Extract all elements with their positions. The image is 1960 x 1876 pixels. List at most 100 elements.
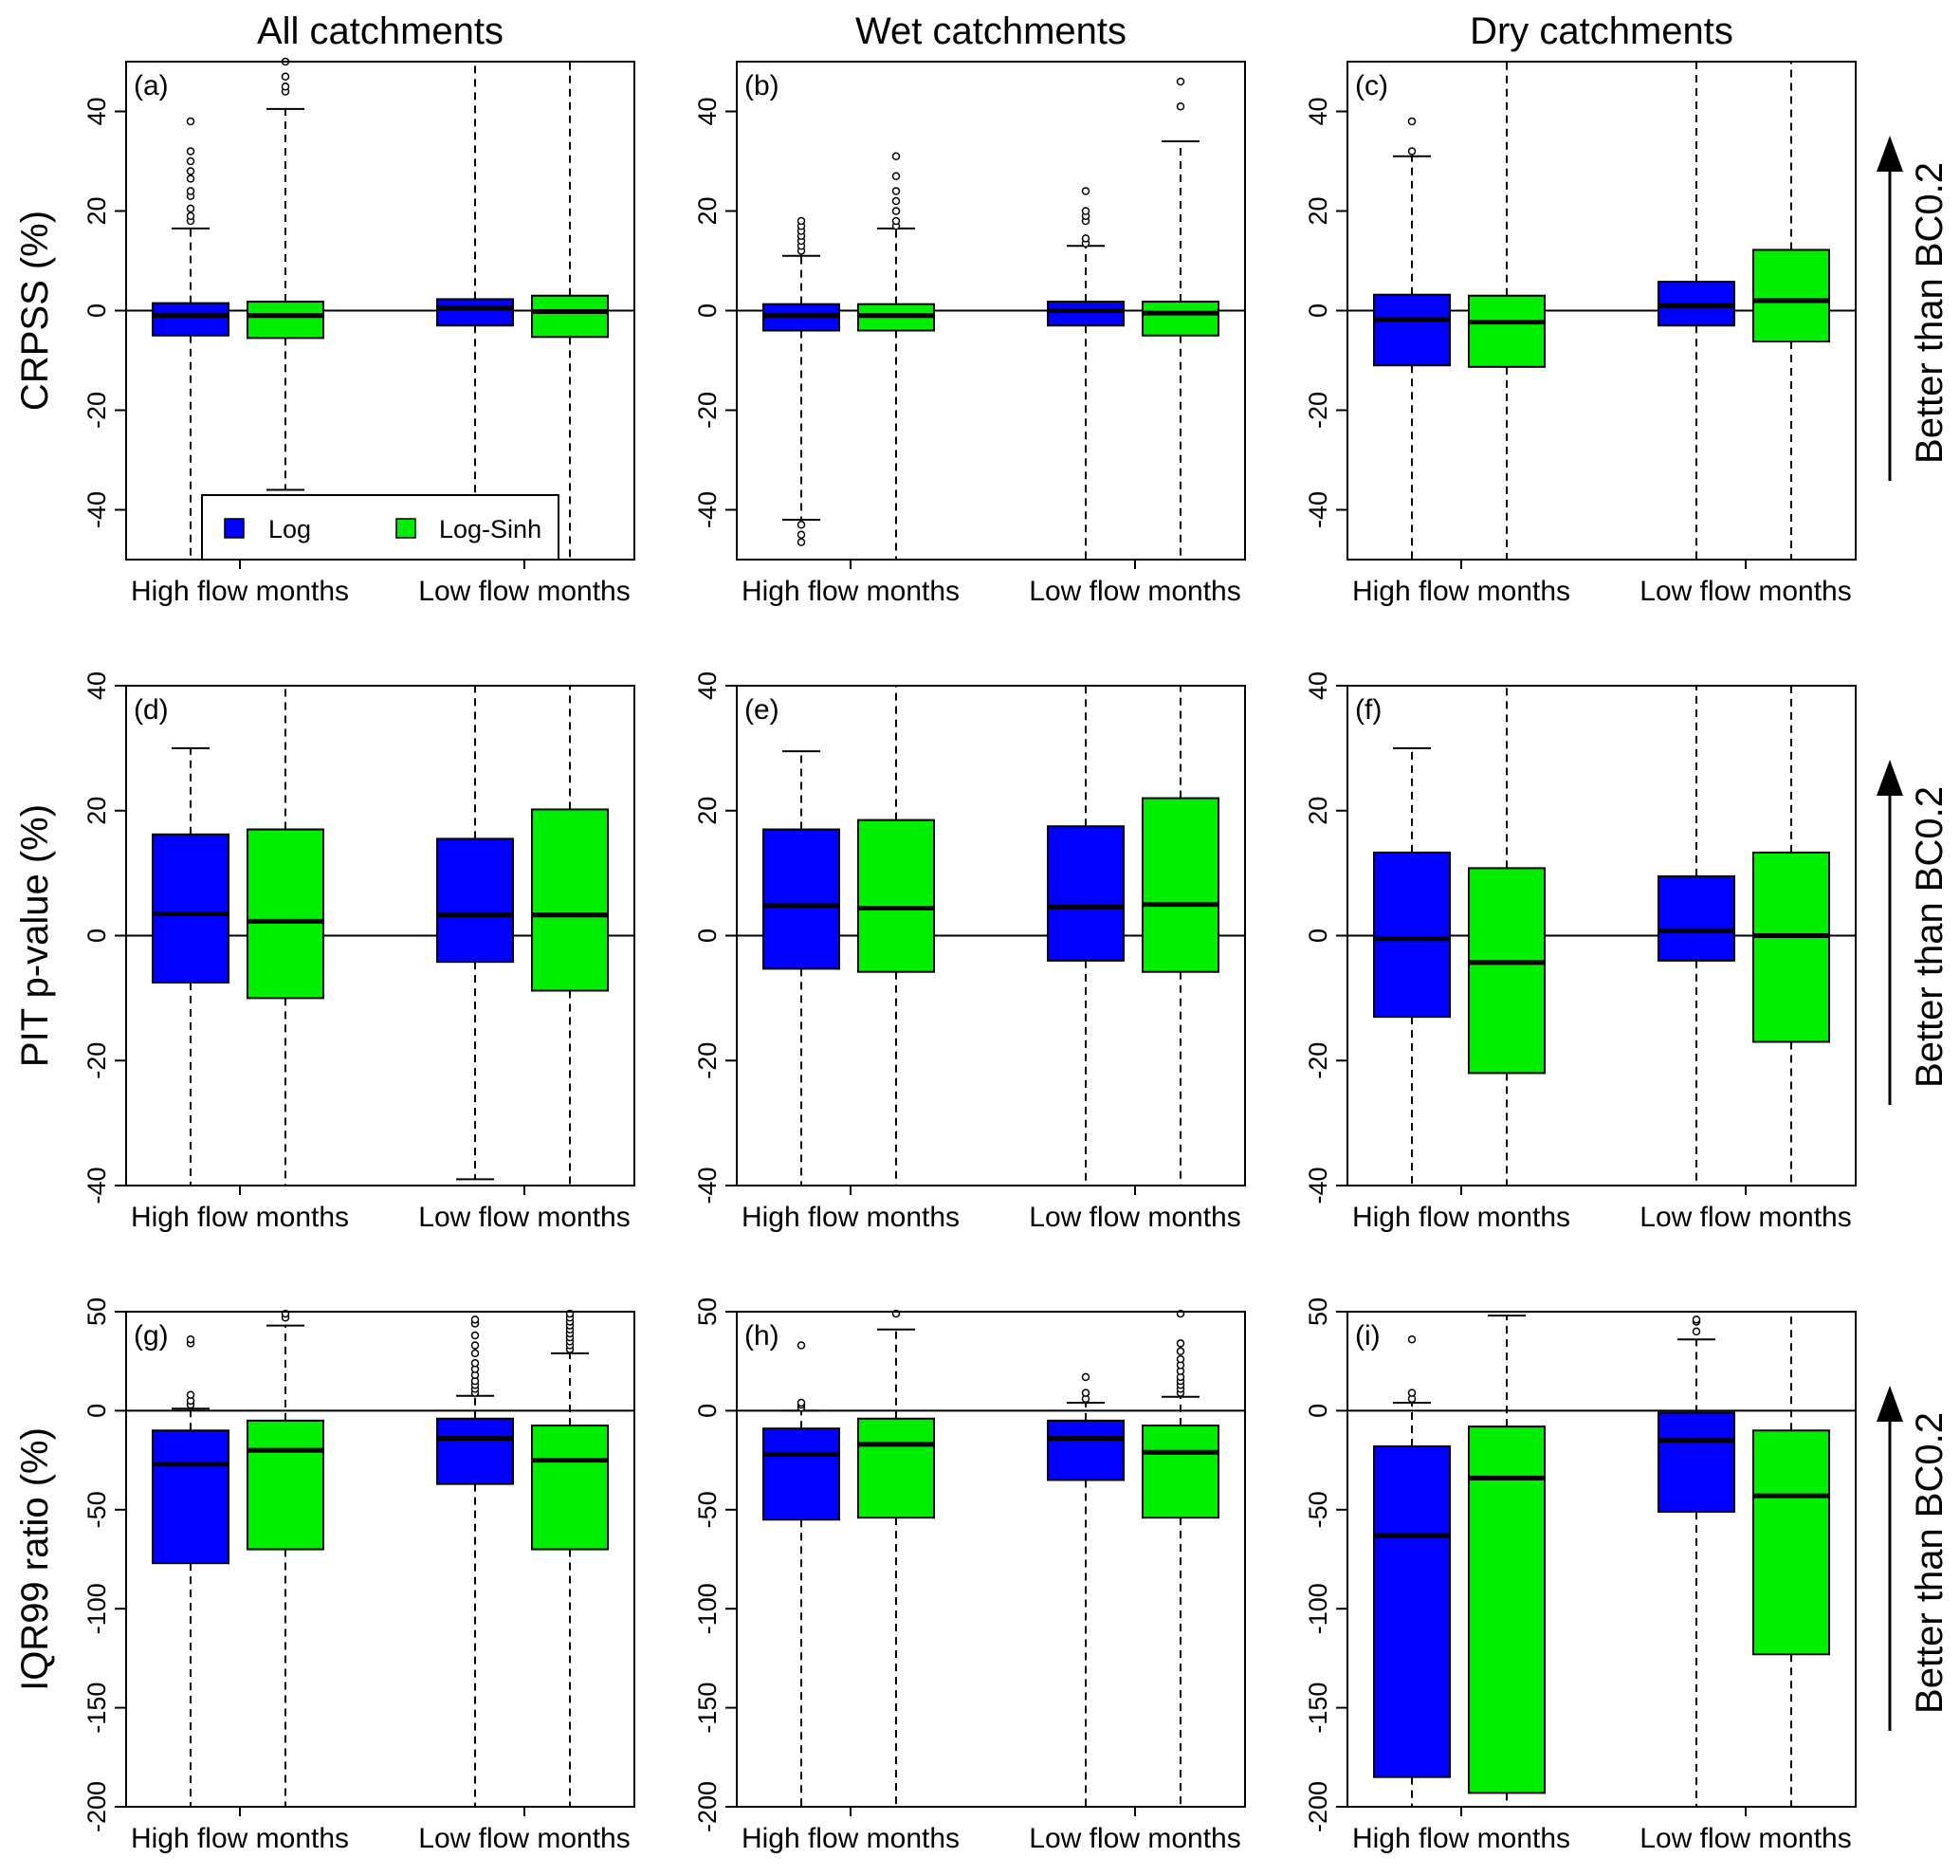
plot-frame xyxy=(125,1311,635,1808)
box-log-sinh xyxy=(1142,77,1219,560)
box-log-sinh xyxy=(1752,62,1830,560)
outlier-point xyxy=(1176,1347,1185,1356)
y-tick-label: 0 xyxy=(693,1404,722,1418)
box-log xyxy=(1658,1315,1735,1807)
x-tick-label: Low flow months xyxy=(1639,1823,1851,1854)
box-log-sinh xyxy=(247,686,324,1186)
box-log xyxy=(1047,1372,1125,1807)
outlier-point xyxy=(470,1315,480,1324)
y-tick-label: -20 xyxy=(82,1042,111,1079)
legend-swatch-log xyxy=(224,518,245,539)
y-tick-label: -50 xyxy=(82,1491,111,1528)
y-tick-label: -100 xyxy=(693,1583,722,1634)
box-body xyxy=(247,301,324,340)
box-body xyxy=(1373,1444,1451,1778)
arrow-head xyxy=(1877,1386,1903,1422)
y-tick-label: -40 xyxy=(693,491,722,528)
outlier-point xyxy=(891,152,901,160)
x-tick-label: Low flow months xyxy=(418,576,630,607)
panel-label: (a) xyxy=(134,70,169,101)
x-tick-label: High flow months xyxy=(1352,1823,1570,1854)
outlier-point xyxy=(186,1334,195,1344)
better-annotation: Better than BC0.2 xyxy=(1877,760,1951,1105)
box-log xyxy=(762,1341,840,1807)
column-title: All catchments xyxy=(257,10,504,52)
box-body xyxy=(152,833,229,984)
box-body xyxy=(152,1429,229,1565)
outlier-point xyxy=(797,538,806,546)
y-tick-label: 0 xyxy=(1304,303,1332,318)
outlier-point xyxy=(891,196,901,206)
y-tick-label: -20 xyxy=(693,392,722,429)
y-tick-label: -20 xyxy=(82,392,111,429)
y-tick-label: -200 xyxy=(1304,1781,1332,1832)
outlier-point xyxy=(186,147,195,156)
x-tick-label: High flow months xyxy=(742,1823,960,1854)
x-tick-label: High flow months xyxy=(131,1823,349,1854)
legend-swatch-log-sinh xyxy=(395,518,416,539)
y-tick-label: 20 xyxy=(1304,196,1332,225)
outlier-point xyxy=(186,117,195,126)
y-tick-label: 20 xyxy=(693,797,722,825)
box-log-sinh xyxy=(1752,686,1830,1186)
y-tick-label: 20 xyxy=(1304,797,1332,825)
outlier-point xyxy=(1407,117,1417,126)
box-body xyxy=(531,294,609,339)
box-log-sinh xyxy=(857,686,935,1186)
box-body xyxy=(1142,797,1219,973)
better-annotation: Better than BC0.2 xyxy=(1877,136,1951,481)
outlier-point xyxy=(470,1359,480,1368)
outlier-point xyxy=(1407,1389,1417,1397)
y-tick-label: 50 xyxy=(693,1297,722,1326)
box-log xyxy=(152,746,229,1186)
box-log xyxy=(152,117,229,560)
x-tick-label: Low flow months xyxy=(1029,1823,1240,1854)
panel-label: (i) xyxy=(1355,1320,1381,1352)
box-body xyxy=(1658,1411,1735,1513)
box-body xyxy=(531,808,609,992)
box-log-sinh xyxy=(857,152,935,560)
outlier-point xyxy=(797,521,806,529)
y-tick-label: -40 xyxy=(693,1167,722,1204)
x-tick-label: High flow months xyxy=(1352,576,1570,607)
y-tick-label: -150 xyxy=(82,1683,111,1734)
box-body xyxy=(1468,1425,1546,1794)
y-tick-label: 50 xyxy=(1304,1297,1332,1326)
box-body xyxy=(1373,851,1451,1019)
panel-h: -200 -150 -100 -50 0 50 High flow months Low fl… xyxy=(693,1297,1246,1854)
y-tick-label: -100 xyxy=(1304,1583,1332,1634)
y-tick-label: -50 xyxy=(1304,1491,1332,1528)
box-log xyxy=(1658,62,1735,560)
panel-i: -200 -150 -100 -50 0 50 High flow months Low fl… xyxy=(1304,1297,1857,1854)
panel-f: -40 -20 0 20 40 High flow months Low flow mont… xyxy=(1304,671,1857,1233)
y-tick-label: 0 xyxy=(693,303,722,318)
outlier-point xyxy=(1407,147,1417,156)
outlier-point xyxy=(1176,77,1185,86)
outlier-point xyxy=(1081,234,1090,243)
legend-label: Log-Sinh xyxy=(439,515,541,543)
y-tick-label: -40 xyxy=(1304,1167,1332,1204)
box-log xyxy=(1373,117,1451,560)
box-log xyxy=(1047,187,1125,560)
better-than-label: Better than BC0.2 xyxy=(1909,786,1951,1088)
box-body xyxy=(1373,293,1451,367)
outlier-point xyxy=(470,1331,480,1340)
panel-label: (b) xyxy=(744,70,779,101)
y-tick-label: -40 xyxy=(82,491,111,528)
box-log xyxy=(762,750,840,1186)
box-log xyxy=(436,62,514,560)
x-tick-label: Low flow months xyxy=(1029,576,1240,607)
outlier-point xyxy=(1081,1372,1090,1382)
x-tick-label: Low flow months xyxy=(1029,1202,1240,1233)
outlier-point xyxy=(470,1349,480,1358)
panel-label: (g) xyxy=(134,1320,169,1352)
outlier-point xyxy=(1692,1327,1701,1336)
box-log-sinh xyxy=(1142,1309,1219,1807)
outlier-point xyxy=(1692,1315,1701,1324)
box-body xyxy=(436,298,514,327)
outlier-point xyxy=(186,156,195,166)
y-tick-label: 50 xyxy=(82,1297,111,1326)
y-tick-label: 40 xyxy=(693,97,722,125)
box-body xyxy=(1047,301,1125,327)
